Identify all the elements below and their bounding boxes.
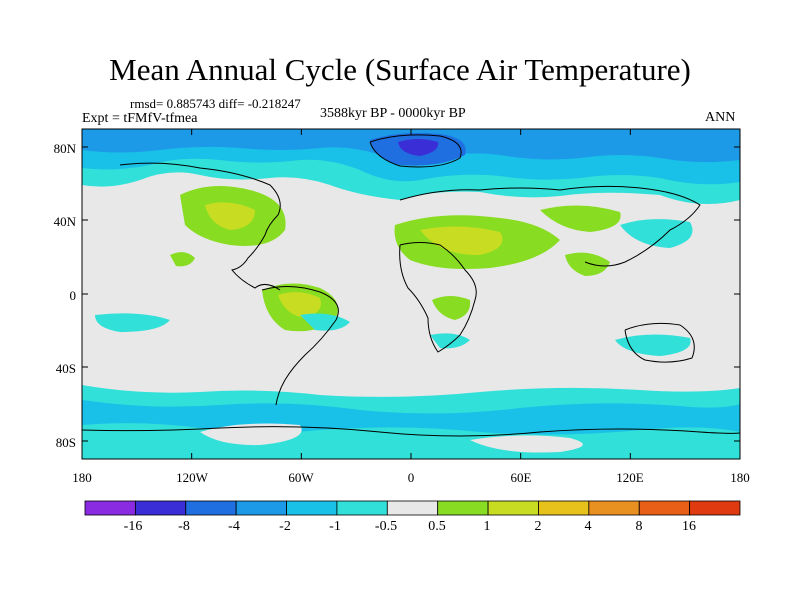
period-label: 3588kyr BP - 0000kyr BP bbox=[320, 106, 466, 121]
indian-cyan-patch bbox=[615, 334, 691, 356]
lat-label-40n: 40N bbox=[53, 214, 76, 229]
colorbar-label: 4 bbox=[584, 519, 592, 534]
colorbar-swatch bbox=[386, 500, 439, 516]
coast-eurasia bbox=[399, 185, 701, 267]
colorbar-label: 1 bbox=[483, 519, 491, 534]
colorbar-swatch bbox=[235, 500, 287, 516]
coast-greenland bbox=[369, 134, 462, 168]
antarctic-cyan bbox=[82, 423, 740, 459]
colorbar-swatch bbox=[487, 500, 539, 516]
coast-north-america bbox=[119, 162, 281, 291]
greenland-edge-green bbox=[170, 252, 195, 267]
coast-south-america bbox=[261, 286, 339, 406]
greenland-navy bbox=[398, 139, 439, 156]
colorbar-label: -0.5 bbox=[374, 519, 398, 534]
lon-label-120e: 120E bbox=[616, 470, 644, 485]
lat-label-40s: 40S bbox=[55, 361, 76, 376]
antarctic-neutral-2 bbox=[470, 435, 583, 453]
axis-ticks bbox=[81, 129, 741, 459]
experiment-label: Expt = tFMfV-tfmea bbox=[82, 111, 198, 126]
colorbar-swatch bbox=[689, 500, 741, 516]
south-america-yellow bbox=[278, 292, 321, 318]
lon-label-180w: 180 bbox=[72, 470, 92, 485]
coast-antarctica bbox=[82, 426, 740, 437]
map-field bbox=[82, 129, 740, 459]
colorbar-label: -8 bbox=[178, 519, 190, 534]
colorbar-label: -4 bbox=[228, 519, 240, 534]
colorbar-swatch bbox=[538, 500, 590, 516]
lon-label-120w: 120W bbox=[176, 470, 208, 485]
north-america-yellow bbox=[205, 202, 255, 230]
lon-label-180e: 180 bbox=[730, 470, 750, 485]
colorbar-label: 8 bbox=[635, 519, 643, 534]
lat-label-0: 0 bbox=[69, 288, 77, 303]
colorbar-label: 2 bbox=[534, 519, 542, 534]
pacific-cyan-patch bbox=[95, 313, 170, 332]
colorbar-swatch bbox=[84, 500, 136, 516]
asia-green bbox=[540, 205, 621, 232]
colorbar-swatch bbox=[588, 500, 640, 516]
coast-africa bbox=[399, 242, 477, 353]
stats-text: rmsd= 0.885743 diff= -0.218247 bbox=[130, 96, 301, 111]
antarctic-neutral bbox=[200, 423, 302, 446]
lon-label-60e: 60E bbox=[510, 470, 532, 485]
colorbar-label: 0.5 bbox=[428, 519, 446, 534]
coast-australia bbox=[624, 322, 695, 363]
colorbar-swatch bbox=[286, 500, 338, 516]
colorbar-label: 16 bbox=[682, 519, 696, 534]
colorbar-swatch bbox=[134, 500, 187, 516]
colorbar-swatch bbox=[638, 500, 691, 516]
colorbar-swatch bbox=[336, 500, 388, 516]
colorbar bbox=[84, 500, 741, 516]
lon-label-60w: 60W bbox=[288, 470, 314, 485]
south-china-green bbox=[565, 252, 610, 276]
season-label: ANN bbox=[705, 110, 736, 125]
coastlines bbox=[82, 134, 740, 437]
lat-label-80s: 80S bbox=[55, 435, 76, 450]
colorbar-swatch bbox=[437, 500, 489, 516]
colorbar-swatch bbox=[185, 500, 237, 516]
africa-cyan-patch bbox=[430, 333, 470, 349]
lat-label-80n: 80N bbox=[53, 141, 76, 156]
africa-green bbox=[432, 296, 471, 320]
colorbar-label: -2 bbox=[279, 519, 291, 534]
colorbar-label: -16 bbox=[123, 519, 143, 534]
colorbar-label: -1 bbox=[329, 519, 341, 534]
lon-label-0: 0 bbox=[407, 470, 415, 485]
eurasia-yellow bbox=[420, 226, 503, 256]
east-pacific-cyan-patch bbox=[620, 219, 693, 248]
plot-title: Mean Annual Cycle (Surface Air Temperatu… bbox=[109, 52, 691, 87]
